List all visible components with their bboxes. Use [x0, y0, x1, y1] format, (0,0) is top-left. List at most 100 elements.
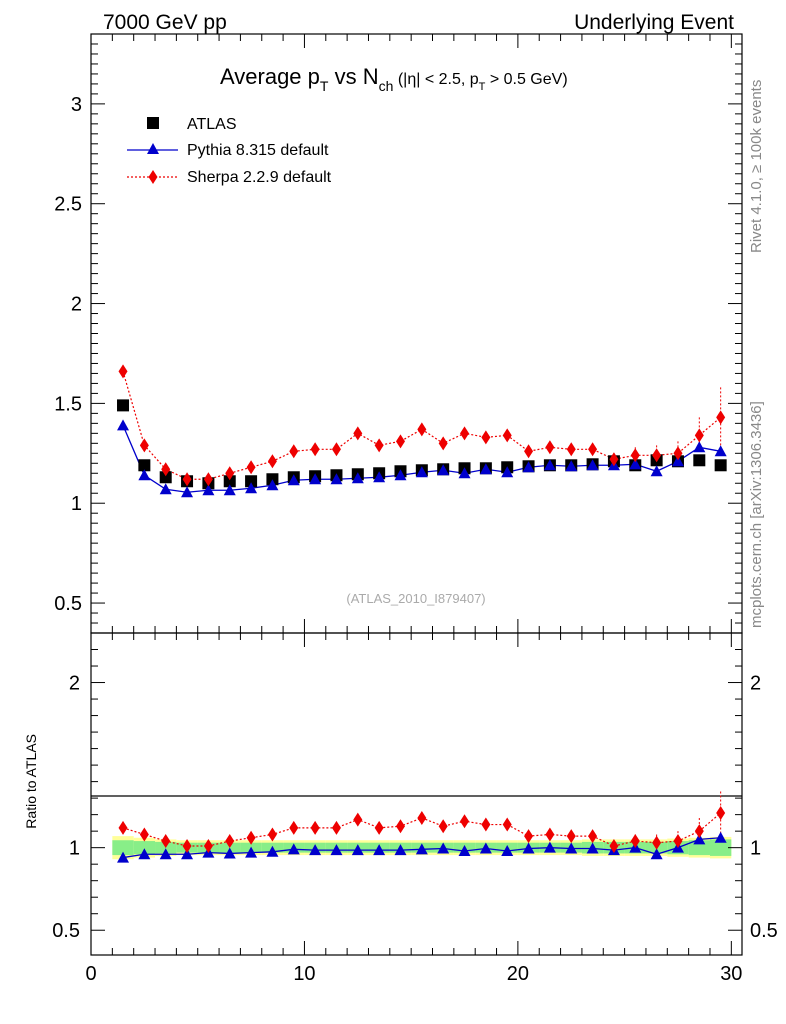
pythia-point [458, 467, 471, 479]
sherpa-point [630, 448, 640, 463]
y-tick-label: 1.5 [54, 393, 82, 415]
ratio-pythia-point [351, 844, 364, 856]
atlas-point [138, 459, 151, 472]
ratio-plot: 0.5 0.5 1 1 2 2 0 10 20 30 Ratio to ATLAS [23, 632, 778, 985]
atlas-point [223, 475, 236, 488]
pythia-point [479, 463, 492, 475]
ratio-pythia-point [501, 844, 514, 856]
ratio-pythia-point [586, 842, 599, 854]
pythia-point [309, 473, 322, 485]
sherpa-point [609, 452, 619, 467]
legend-sherpa-label: Sherpa 2.2.9 default [187, 169, 332, 186]
sherpa-point [438, 436, 448, 451]
ratio-pythia-point [650, 848, 663, 860]
plot-title: Average pT vs Nch (|η| < 2.5, pT > 0.5 G… [220, 64, 568, 94]
pythia-point [671, 455, 684, 467]
ratio-pythia-point [245, 846, 258, 858]
main-plot: 0.5 1 1.5 2 2.5 3 Average pT vs Nch (|η| < 2.… [54, 33, 743, 634]
ratio-y-tick-label-right: 1 [750, 838, 761, 860]
sherpa-point [652, 448, 662, 463]
ratio-sherpa-point [182, 839, 192, 854]
analysis-id-label: (ATLAS_2010_I879407) [346, 591, 485, 606]
pythia-point [159, 483, 172, 495]
ratio-pythia-point [693, 833, 706, 845]
ratio-y-tick-labels: 0.5 0.5 1 1 2 2 [52, 673, 778, 943]
pythia-point [501, 466, 514, 478]
ratio-sherpa-point [460, 814, 470, 829]
sherpa-point [673, 446, 683, 461]
y-tick-label: 2.5 [54, 194, 82, 216]
ratio-pythia-point [117, 851, 130, 863]
ratio-sherpa-point [524, 829, 534, 844]
ratio-pythia-point [543, 841, 556, 853]
y-tick-label: 2 [71, 294, 82, 316]
ratio-pythia-point [330, 844, 343, 856]
ratio-sherpa-point [203, 839, 213, 854]
rivet-label: Rivet 4.1.0, ≥ 100k events [748, 80, 765, 253]
legend: ATLAS Pythia 8.315 default Sherpa 2.2.9 … [127, 116, 332, 186]
atlas-point [693, 454, 706, 467]
pythia-point [437, 464, 450, 476]
ratio-sherpa-point [331, 820, 341, 835]
ratio-y-tick-label-right: 0.5 [750, 920, 778, 942]
ratio-sherpa-point [353, 812, 363, 827]
x-tick-label: 0 [85, 963, 96, 985]
sherpa-point [566, 442, 576, 457]
ratio-y-tick-label-left: 0.5 [52, 920, 80, 942]
ratio-pythia-point [373, 844, 386, 856]
ratio-sherpa-point [438, 819, 448, 834]
ratio-pythia-point [138, 848, 151, 860]
pythia-point [650, 465, 663, 477]
pythia-point [266, 479, 279, 491]
ratio-sherpa-point [395, 819, 405, 834]
ratio-sherpa-point [289, 820, 299, 835]
ratio-pythia-point [287, 843, 300, 855]
x-tick-labels: 0 10 20 30 [85, 963, 742, 985]
ratio-y-axis-label: Ratio to ATLAS [23, 734, 39, 829]
ratio-y-tick-label-right: 2 [750, 673, 761, 695]
ratio-pythia-point [437, 842, 450, 854]
ratio-pythia-point [394, 844, 407, 856]
legend-sherpa-marker [148, 170, 158, 184]
sherpa-point [267, 454, 277, 469]
legend-atlas-label: ATLAS [187, 116, 237, 133]
x-tick-label: 20 [507, 963, 529, 985]
sherpa-point [460, 426, 470, 441]
x-tick-label: 10 [293, 963, 315, 985]
pythia-point [202, 484, 215, 496]
atlas-point [159, 471, 172, 484]
pythia-point [245, 482, 258, 494]
sherpa-point [588, 442, 598, 457]
ratio-y-tick-label-left: 1 [69, 838, 80, 860]
sherpa-point [139, 438, 149, 453]
ratio-sherpa-point [694, 824, 704, 839]
pythia-point [330, 473, 343, 485]
ratio-sherpa-point [267, 827, 277, 842]
pythia-point [522, 461, 535, 473]
ratio-pythia-point [159, 848, 172, 860]
ratio-sherpa-point [673, 834, 683, 849]
ratio-sherpa-point [310, 820, 320, 835]
atlas-point [117, 399, 130, 412]
ratio-sherpa-point [225, 834, 235, 849]
main-axis-ticks [90, 34, 742, 633]
pythia-point [714, 445, 727, 457]
y-tick-label: 1 [71, 493, 82, 515]
ratio-pythia-point [415, 843, 428, 855]
pythia-point [629, 458, 642, 470]
ratio-pythia-point [479, 842, 492, 854]
sherpa-point [481, 430, 491, 445]
ratio-pythia-point [266, 845, 279, 857]
legend-pythia-marker [147, 143, 159, 154]
ratio-sherpa-point [545, 827, 555, 842]
sherpa-point [161, 462, 171, 477]
sherpa-point [694, 428, 704, 443]
legend-atlas-marker [147, 117, 159, 129]
ratio-sherpa-point [118, 820, 128, 835]
process-label: Underlying Event [574, 11, 734, 34]
ratio-axis-ticks [90, 633, 742, 955]
ratio-series [117, 791, 727, 863]
ratio-pythia-point [309, 844, 322, 856]
pythia-point [543, 459, 556, 471]
